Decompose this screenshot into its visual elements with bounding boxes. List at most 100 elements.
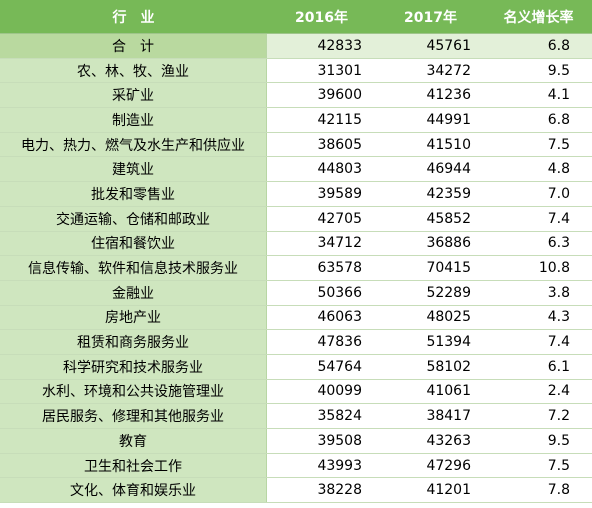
value-2017-cell: 44991 [376,108,485,132]
growth-rate-cell: 6.8 [485,34,592,58]
industry-cell: 批发和零售业 [0,182,267,206]
value-2016-cell: 46063 [267,305,376,330]
industry-cell: 采矿业 [0,83,267,108]
value-2016-cell: 39508 [267,429,376,453]
industry-cell: 卫生和社会工作 [0,453,267,478]
table-row: 批发和零售业 39589 42359 7.0 [0,182,592,207]
value-2016-cell: 39589 [267,182,376,206]
industry-cell: 交通运输、仓储和邮政业 [0,206,267,231]
value-2017-cell: 42359 [376,182,485,206]
industry-cell: 科学研究和技术服务业 [0,354,267,379]
table-row: 电力、热力、燃气及水生产和供应业 38605 41510 7.5 [0,132,592,158]
header-2016: 2016年 [295,9,348,26]
value-2016-cell: 39600 [267,83,376,108]
growth-rate-cell: 9.5 [485,429,592,453]
growth-rate-cell: 7.2 [485,404,592,428]
industry-cell: 教育 [0,429,267,453]
value-2016-cell: 35824 [267,404,376,428]
value-2017-cell: 52289 [376,280,485,305]
growth-rate-cell: 6.3 [485,231,592,256]
table-header: 行 业 2016年 2017年 名义增长率 [0,0,592,33]
value-2017-cell: 51394 [376,330,485,354]
value-2017-cell: 47296 [376,453,485,478]
table-row: 住宿和餐饮业 34712 36886 6.3 [0,231,592,257]
table-row: 租赁和商务服务业 47836 51394 7.4 [0,330,592,355]
value-2016-cell: 38605 [267,132,376,157]
value-2017-cell: 70415 [376,256,485,280]
value-2016-cell: 38228 [267,478,376,503]
value-2016-cell: 47836 [267,330,376,354]
value-2017-cell: 36886 [376,231,485,256]
value-2017-cell: 45761 [376,34,485,58]
value-2016-cell: 44803 [267,157,376,182]
industry-cell: 租赁和商务服务业 [0,330,267,354]
growth-rate-cell: 3.8 [485,280,592,305]
table-row: 卫生和社会工作 43993 47296 7.5 [0,453,592,479]
industry-cell: 电力、热力、燃气及水生产和供应业 [0,132,267,157]
growth-rate-cell: 7.5 [485,132,592,157]
growth-rate-cell: 7.8 [485,478,592,503]
header-industry: 行 业 [112,9,155,26]
industry-cell: 建筑业 [0,157,267,182]
value-2017-cell: 41510 [376,132,485,157]
growth-rate-cell: 4.1 [485,83,592,108]
value-2017-cell: 48025 [376,305,485,330]
value-2016-cell: 42705 [267,206,376,231]
growth-rate-cell: 6.1 [485,354,592,379]
table-row: 水利、环境和公共设施管理业 40099 41061 2.4 [0,379,592,405]
value-2016-cell: 43993 [267,453,376,478]
industry-cell: 信息传输、软件和信息技术服务业 [0,256,267,280]
value-2017-cell: 34272 [376,58,485,83]
growth-rate-cell: 4.3 [485,305,592,330]
industry-cell: 文化、体育和娱乐业 [0,478,267,503]
header-2017: 2017年 [404,9,457,26]
value-2017-cell: 38417 [376,404,485,428]
industry-cell: 制造业 [0,108,267,132]
table-row: 房地产业 46063 48025 4.3 [0,305,592,331]
value-2017-cell: 43263 [376,429,485,453]
value-2016-cell: 42115 [267,108,376,132]
growth-rate-cell: 7.4 [485,330,592,354]
value-2017-cell: 41201 [376,478,485,503]
industry-cell: 金融业 [0,280,267,305]
value-2016-cell: 34712 [267,231,376,256]
value-2016-cell: 50366 [267,280,376,305]
industry-cell: 住宿和餐饮业 [0,231,267,256]
table-row: 制造业 42115 44991 6.8 [0,108,592,133]
value-2016-cell: 40099 [267,379,376,404]
value-2016-cell: 31301 [267,58,376,83]
value-2017-cell: 46944 [376,157,485,182]
growth-rate-cell: 7.4 [485,206,592,231]
value-2016-cell: 63578 [267,256,376,280]
table-row: 信息传输、软件和信息技术服务业 63578 70415 10.8 [0,256,592,281]
value-2016-cell: 42833 [267,34,376,58]
value-2017-cell: 41061 [376,379,485,404]
industry-cell: 农、林、牧、渔业 [0,58,267,83]
table-row: 科学研究和技术服务业 54764 58102 6.1 [0,354,592,380]
table-row: 建筑业 44803 46944 4.8 [0,157,592,183]
industry-cell: 居民服务、修理和其他服务业 [0,404,267,428]
table-row-total: 合 计 42833 45761 6.8 [0,34,592,59]
value-2017-cell: 41236 [376,83,485,108]
table-row: 教育 39508 43263 9.5 [0,429,592,454]
growth-rate-cell: 7.0 [485,182,592,206]
growth-rate-cell: 6.8 [485,108,592,132]
header-growth: 名义增长率 [503,9,574,26]
table-row: 采矿业 39600 41236 4.1 [0,83,592,109]
growth-rate-cell: 2.4 [485,379,592,404]
table-row: 文化、体育和娱乐业 38228 41201 7.8 [0,478,592,504]
table-row: 农、林、牧、渔业 31301 34272 9.5 [0,58,592,84]
growth-rate-cell: 9.5 [485,58,592,83]
growth-rate-cell: 10.8 [485,256,592,280]
growth-rate-cell: 7.5 [485,453,592,478]
table-row: 交通运输、仓储和邮政业 42705 45852 7.4 [0,206,592,232]
industry-cell: 房地产业 [0,305,267,330]
industry-cell: 水利、环境和公共设施管理业 [0,379,267,404]
value-2017-cell: 58102 [376,354,485,379]
table-row: 居民服务、修理和其他服务业 35824 38417 7.2 [0,404,592,429]
industry-cell: 合 计 [0,34,267,58]
value-2017-cell: 45852 [376,206,485,231]
table-row: 金融业 50366 52289 3.8 [0,280,592,306]
growth-rate-cell: 4.8 [485,157,592,182]
